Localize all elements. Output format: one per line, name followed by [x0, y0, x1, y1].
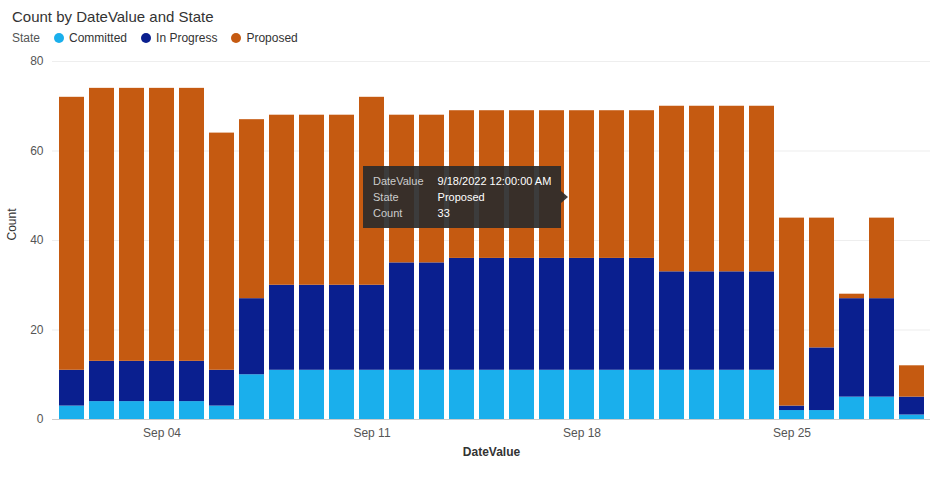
svg-text:Count: Count	[5, 208, 19, 241]
svg-text:DateValue: DateValue	[463, 445, 521, 459]
svg-text:80: 80	[30, 54, 44, 68]
svg-text:40: 40	[30, 233, 44, 247]
svg-text:60: 60	[30, 144, 44, 158]
html-text:33: 33	[437, 207, 450, 219]
svg-text:20: 20	[30, 323, 44, 337]
html-text:DateValue: DateValue	[373, 175, 424, 187]
html-text:Count by DateValue and State: Count by DateValue and State	[12, 8, 214, 25]
html-text:In Progress: In Progress	[156, 31, 218, 45]
html-text:Proposed: Proposed	[246, 31, 298, 45]
html-text:Proposed: Proposed	[437, 191, 485, 203]
html-text:State: State	[373, 191, 399, 203]
svg-text:Sep 25: Sep 25	[773, 426, 811, 440]
html-text:State: State	[12, 31, 40, 45]
html-text:Count: Count	[373, 207, 403, 219]
html-text:Committed: Committed	[69, 31, 127, 45]
svg-text:0: 0	[37, 412, 44, 426]
html-text:9/18/2022 12:00:00 AM: 9/18/2022 12:00:00 AM	[437, 175, 552, 187]
svg-text:Sep 18: Sep 18	[563, 426, 601, 440]
svg-text:Sep 04: Sep 04	[143, 426, 181, 440]
svg-text:Sep 11: Sep 11	[353, 426, 390, 440]
